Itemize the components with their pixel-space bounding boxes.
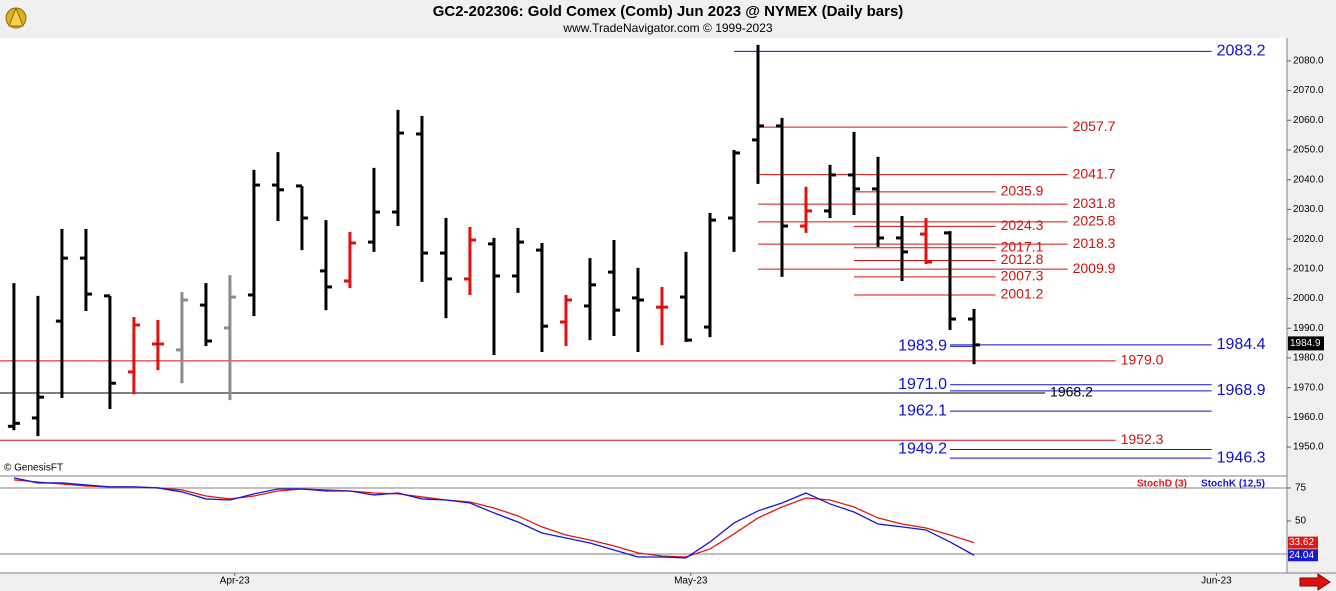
- y-tick-label: 1990.0: [1293, 323, 1324, 334]
- level-label: 2041.7: [1073, 165, 1116, 181]
- x-tick-label: Apr-23: [220, 576, 250, 587]
- x-tick-label: Jun-23: [1201, 576, 1232, 587]
- last-price-box: [1288, 336, 1324, 351]
- level-label: 2057.7: [1073, 118, 1116, 134]
- last-value-box: [1288, 536, 1318, 549]
- level-label: 1979.0: [1121, 352, 1164, 368]
- y-tick-label: 2070.0: [1293, 85, 1324, 96]
- y-tick-label: 2010.0: [1293, 263, 1324, 274]
- y-tick-label: 1980.0: [1293, 353, 1324, 364]
- legend-entry: StochD (3): [1137, 479, 1187, 490]
- y-tick-label: 2020.0: [1293, 234, 1324, 245]
- level-label: 2035.9: [1001, 183, 1044, 199]
- level-label: 1949.2: [898, 441, 947, 458]
- level-label: 1984.4: [1217, 336, 1266, 353]
- last-value-label: 24.04: [1289, 550, 1314, 561]
- level-label: 1971.0: [898, 376, 947, 393]
- level-label: 1962.1: [898, 402, 947, 419]
- stoch-line: [13, 479, 975, 558]
- level-label: 2083.2: [1217, 43, 1266, 60]
- level-label: 2024.3: [1001, 217, 1044, 233]
- level-label: 2012.8: [1001, 251, 1044, 267]
- level-label: 2025.8: [1073, 213, 1116, 229]
- level-label: 1952.3: [1121, 431, 1164, 447]
- level-label: 2018.3: [1073, 235, 1116, 251]
- chart-title: GC2-202306: Gold Comex (Comb) Jun 2023 @…: [433, 3, 904, 20]
- y-tick-label: 2060.0: [1293, 115, 1324, 126]
- last-price-label: 1984.9: [1290, 338, 1321, 349]
- legend-entry: StochK (12,5): [1201, 479, 1265, 490]
- scroll-arrow[interactable]: [1299, 573, 1331, 591]
- y-tick-label: 2000.0: [1293, 293, 1324, 304]
- y-tick-label: 2080.0: [1293, 56, 1324, 67]
- level-label: 1946.3: [1217, 449, 1266, 466]
- y-tick-label: 1960.0: [1293, 412, 1324, 423]
- y-tick-label: 1970.0: [1293, 382, 1324, 393]
- level-label: 1968.2: [1050, 384, 1093, 400]
- level-label: 2007.3: [1001, 268, 1044, 284]
- last-value-label: 33.62: [1289, 537, 1314, 548]
- last-value-box: [1288, 549, 1318, 562]
- x-tick-label: May-23: [674, 576, 708, 587]
- level-label: 1968.9: [1217, 382, 1266, 399]
- y-tick-label: 50: [1295, 516, 1307, 527]
- level-label: 2031.8: [1073, 195, 1116, 211]
- y-tick-label: 2040.0: [1293, 174, 1324, 185]
- y-tick-label: 2050.0: [1293, 145, 1324, 156]
- y-tick-label: 1950.0: [1293, 442, 1324, 453]
- stoch-line: [13, 477, 975, 559]
- plot-area: [0, 38, 1287, 573]
- level-label: 1983.9: [898, 338, 947, 355]
- watermark: © GenesisFT: [4, 463, 63, 474]
- level-label: 2009.9: [1073, 260, 1116, 276]
- level-label: 2001.2: [1001, 286, 1044, 302]
- y-tick-label: 75: [1295, 483, 1307, 494]
- logo: [5, 6, 27, 29]
- chart-subtitle: www.TradeNavigator.com © 1999-2023: [562, 21, 772, 35]
- y-tick-label: 2030.0: [1293, 204, 1324, 215]
- level-label: 2017.1: [1001, 238, 1044, 254]
